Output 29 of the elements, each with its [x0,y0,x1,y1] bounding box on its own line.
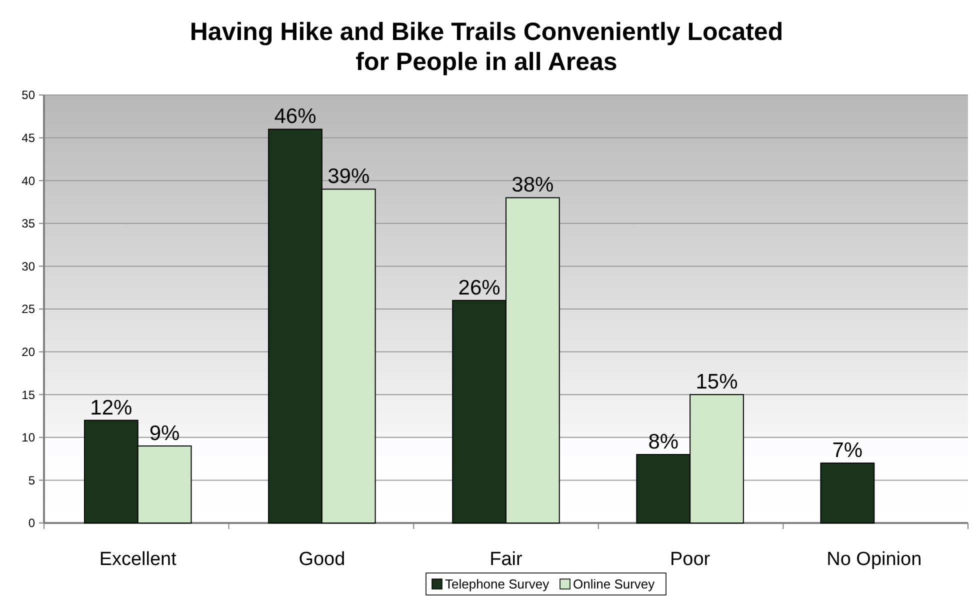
chart-title: Having Hike and Bike Trails Conveniently Located for People in all Areas [190,18,784,76]
x-tick-label: Excellent [99,549,178,570]
y-tick-label: 35 [22,216,36,231]
legend-label: Online Survey [573,576,656,592]
y-tick-label: 40 [22,174,36,188]
y-tick-label: 5 [28,473,36,488]
y-tick-label: 20 [22,345,36,359]
data-label: 9% [149,422,180,445]
y-tick-label: 25 [22,302,36,316]
data-label: 8% [648,430,679,454]
y-tick-label: 10 [22,430,36,445]
y-tick-label: 50 [22,88,36,102]
data-label: 46% [274,105,316,128]
y-tick-label: 0 [28,516,36,530]
bar [820,462,875,524]
data-label: 12% [90,396,132,420]
data-label: 26% [458,276,500,300]
y-tick-label: 15 [22,388,36,402]
data-label: 7% [832,439,863,462]
data-label: 39% [328,165,370,188]
x-tick-label: Poor [670,549,711,570]
data-label: 15% [696,370,738,394]
x-tick-label: No Opinion [826,549,922,570]
x-tick-label: Fair [490,549,524,570]
legend-label: Telephone Survey [445,576,550,592]
data-label: 38% [512,174,554,197]
x-tick-label: Good [298,549,346,570]
y-tick-label: 30 [22,259,36,274]
y-tick-label: 45 [22,131,36,145]
